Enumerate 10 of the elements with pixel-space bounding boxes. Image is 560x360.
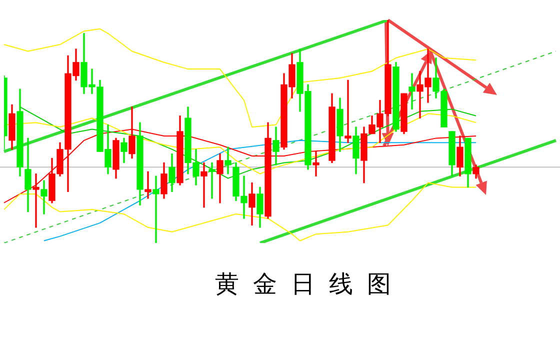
candlestick xyxy=(344,80,352,143)
candlestick xyxy=(152,176,160,243)
candlestick xyxy=(200,162,208,208)
candlestick xyxy=(208,162,216,199)
candlestick xyxy=(144,171,152,199)
text: 黄金日线图 xyxy=(214,269,406,300)
candlestick xyxy=(224,146,232,174)
candlestick xyxy=(408,73,416,110)
candlestick xyxy=(40,180,48,214)
candlestick xyxy=(312,151,320,176)
